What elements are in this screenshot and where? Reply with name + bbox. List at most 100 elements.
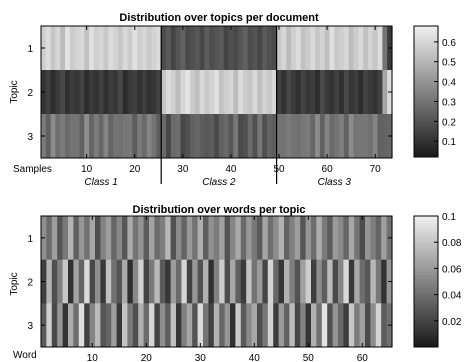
heatmap-cell — [68, 259, 74, 304]
heatmap-cell — [192, 216, 199, 260]
heatmap-cell — [113, 114, 119, 159]
heatmap-cell — [353, 114, 359, 159]
heatmap-cell — [181, 259, 188, 304]
heatmap-cell — [305, 26, 311, 71]
heatmap-cell — [95, 259, 101, 304]
heatmap-cell — [305, 70, 311, 115]
words-per-topic-chart: Distribution over words per topic Topic … — [9, 204, 462, 362]
colorbar-segment — [414, 337, 438, 341]
heatmap-cell — [219, 303, 226, 348]
heatmap-cell — [166, 70, 172, 115]
heatmap-cell — [197, 216, 204, 260]
heatmap-cell — [190, 26, 196, 71]
heatmap-cell — [377, 114, 383, 159]
colorbar-segment — [414, 52, 438, 56]
heatmap-cell — [343, 114, 350, 159]
heatmap-cell — [257, 216, 263, 260]
heatmap-cell — [224, 303, 231, 348]
heatmap-cell — [65, 70, 71, 115]
colorbar-segment — [414, 130, 438, 135]
heatmap-cell — [108, 114, 114, 159]
heatmap-cell — [50, 114, 57, 159]
heatmap-cell — [305, 114, 311, 159]
heatmap-cell — [321, 303, 328, 348]
heatmap-cell — [305, 259, 312, 304]
heatmap-cell — [108, 70, 114, 115]
heatmap-cell — [339, 70, 345, 115]
heatmap-cell — [170, 303, 177, 348]
heatmap-cell — [170, 259, 177, 304]
colorbar-segment — [414, 48, 438, 53]
heatmap-cell — [382, 70, 388, 115]
heatmap-cell — [141, 114, 148, 159]
heatmap-cell — [105, 216, 112, 260]
colorbar-segment — [414, 143, 438, 148]
heatmap-cells — [41, 26, 393, 159]
heatmap-cell — [170, 26, 177, 71]
heatmap-cell — [257, 114, 263, 159]
colorbar-segment — [414, 127, 438, 132]
heatmap-cell — [262, 303, 269, 348]
heatmap-cell — [358, 26, 364, 71]
colorbar-segment — [414, 261, 438, 266]
heatmap-cell — [62, 216, 69, 260]
heatmap-cell — [305, 216, 312, 260]
heatmap-cell — [310, 114, 316, 159]
class-label: Class 1 — [84, 177, 117, 188]
heatmap-cell — [143, 259, 150, 304]
heatmap-cell — [69, 26, 76, 71]
heatmap-cell — [242, 26, 249, 71]
x-tick-label: 70 — [370, 164, 382, 175]
heatmap-cell — [146, 26, 153, 71]
heatmap-cell — [65, 114, 71, 159]
heatmap-cell — [132, 303, 139, 348]
heatmap-cell — [57, 216, 64, 260]
heatmap-cell — [122, 70, 129, 115]
heatmap-cell — [251, 216, 258, 260]
heatmap-cell — [358, 114, 364, 159]
colorbar-segment — [414, 238, 438, 243]
heatmap-cell — [353, 26, 359, 71]
heatmap-cell — [208, 303, 215, 348]
heatmap-cell — [319, 114, 326, 159]
heatmap-cell — [180, 114, 186, 159]
y-tick-label: 3 — [27, 321, 33, 332]
heatmap-cell — [175, 70, 182, 115]
heatmap-cell — [141, 26, 148, 71]
heatmap-cell — [324, 26, 331, 71]
heatmap-cell — [197, 259, 204, 304]
colorbar-segment — [414, 62, 438, 66]
heatmap-cell — [89, 70, 95, 115]
heatmap-cell — [45, 26, 52, 71]
heatmap-cell — [228, 114, 234, 159]
colorbar-segment — [414, 114, 438, 119]
colorbar-segment — [414, 124, 438, 129]
heatmap-cell — [46, 303, 53, 348]
heatmap-cell — [257, 303, 263, 348]
heatmap-cell — [375, 216, 382, 260]
heatmap-cell — [165, 259, 172, 304]
heatmap-cell — [247, 70, 254, 115]
heatmap-cell — [372, 70, 379, 115]
colorbar-segment — [414, 71, 438, 76]
heatmap-cell — [363, 26, 369, 71]
heatmap-cell — [223, 114, 230, 159]
heatmap-cell — [377, 70, 383, 115]
colorbar-segment — [414, 271, 438, 276]
heatmap-cell — [89, 216, 96, 260]
colorbar-segment — [414, 120, 438, 125]
x-tick-label: 40 — [225, 164, 237, 175]
colorbar-segment — [414, 278, 438, 282]
heatmap-cell — [156, 70, 162, 115]
heatmap-cell — [194, 70, 201, 115]
heatmap-cell — [238, 114, 244, 159]
x-tick-label: 40 — [249, 353, 261, 362]
colorbar-segment — [414, 317, 438, 322]
heatmap-cell — [192, 259, 199, 304]
heatmap-cell — [294, 259, 301, 304]
x-tick-label: 10 — [87, 353, 99, 362]
colorbar-tick-label: 0.1 — [442, 212, 456, 223]
heatmap-cell — [159, 259, 166, 304]
y-axis-label: Topic — [9, 272, 20, 295]
heatmap-cell — [348, 259, 355, 304]
